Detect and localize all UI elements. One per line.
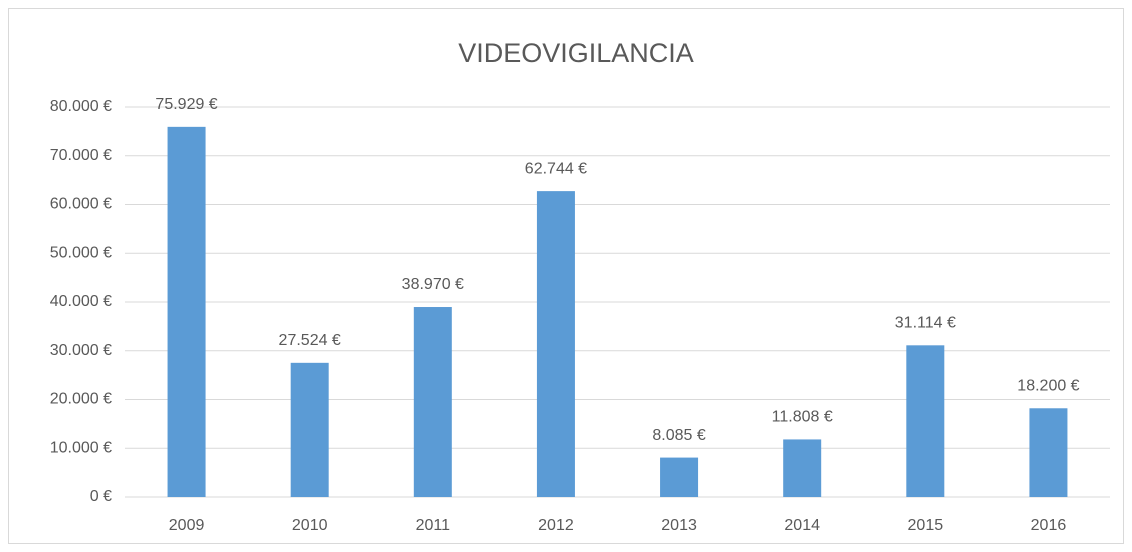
value-label: 11.808 €: [772, 409, 833, 426]
bar: [1029, 408, 1068, 497]
y-tick-label: 0 €: [90, 488, 112, 505]
value-label: 18.200 €: [1017, 377, 1079, 394]
y-tick-label: 40.000 €: [50, 293, 112, 310]
bar: [783, 439, 822, 497]
x-tick-label: 2016: [1031, 517, 1067, 534]
y-tick-label: 20.000 €: [50, 391, 112, 408]
y-tick-label: 50.000 €: [50, 244, 112, 261]
bar: [660, 457, 699, 497]
bar: [536, 191, 575, 498]
y-tick-label: 80.000 €: [50, 98, 112, 115]
x-tick-label: 2014: [784, 517, 820, 534]
bar: [167, 126, 206, 497]
bar: [906, 345, 945, 497]
x-tick-label: 2012: [538, 517, 574, 534]
value-label: 8.085 €: [652, 427, 705, 444]
x-tick-label: 2013: [661, 517, 697, 534]
bar: [290, 362, 329, 497]
y-tick-label: 60.000 €: [50, 196, 112, 213]
y-tick-label: 70.000 €: [50, 147, 112, 164]
x-tick-label: 2015: [908, 517, 944, 534]
value-label: 38.970 €: [402, 276, 464, 293]
value-label: 75.929 €: [155, 96, 217, 113]
value-label: 27.524 €: [279, 332, 341, 349]
x-tick-label: 2010: [292, 517, 328, 534]
y-tick-label: 10.000 €: [50, 439, 112, 456]
x-tick-label: 2009: [169, 517, 205, 534]
y-tick-label: 30.000 €: [50, 342, 112, 359]
value-label: 62.744 €: [525, 160, 587, 177]
x-tick-label: 2011: [416, 517, 451, 534]
bar: [413, 307, 452, 497]
value-label: 31.114 €: [895, 315, 956, 332]
chart-title: VIDEOVIGILANCIA: [458, 38, 694, 68]
